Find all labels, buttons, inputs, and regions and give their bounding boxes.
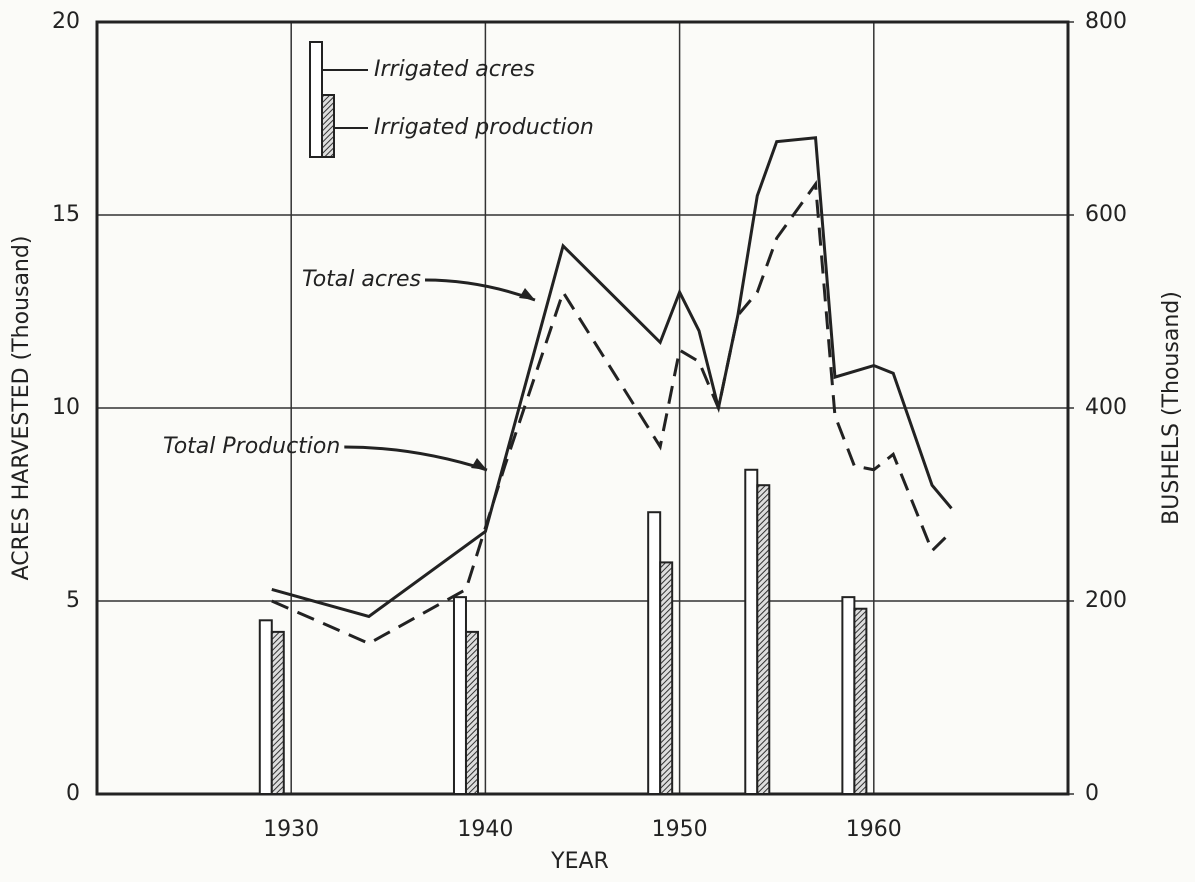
x-tick-label: 1950 bbox=[652, 817, 708, 842]
bar bbox=[452, 596, 467, 796]
y-tick-label: 10 bbox=[52, 395, 80, 420]
y-axis-label: ACRES HARVESTED (Thousand) bbox=[9, 236, 34, 581]
legend-swatch bbox=[309, 41, 323, 158]
line bbox=[271, 136, 953, 619]
bar bbox=[258, 619, 273, 795]
legend-swatch bbox=[321, 94, 335, 158]
plot-frame bbox=[95, 20, 1070, 796]
arrow-head bbox=[519, 288, 535, 300]
bar bbox=[270, 630, 285, 795]
legend-label: Irrigated production bbox=[374, 115, 594, 140]
line bbox=[271, 179, 953, 646]
y2-tick-label: 200 bbox=[1085, 588, 1127, 613]
bar bbox=[647, 511, 662, 795]
y2-tick-label: 600 bbox=[1085, 202, 1127, 227]
y-tick-label: 20 bbox=[52, 9, 80, 34]
bar bbox=[853, 607, 868, 795]
x-tick-label: 1940 bbox=[457, 817, 513, 842]
annotation-arrow bbox=[344, 445, 488, 472]
bar bbox=[744, 468, 759, 795]
legend-label: Irrigated acres bbox=[374, 57, 535, 82]
bar bbox=[659, 561, 674, 796]
x-tick-label: 1930 bbox=[263, 817, 319, 842]
arrow-head bbox=[471, 458, 487, 470]
annotation-arrow bbox=[425, 278, 536, 302]
y-tick-label: 5 bbox=[66, 588, 80, 613]
y2-tick-label: 400 bbox=[1085, 395, 1127, 420]
bar bbox=[756, 484, 771, 795]
y2-axis-label: BUSHELS (Thousand) bbox=[1159, 291, 1184, 525]
y2-tick-label: 0 bbox=[1085, 781, 1099, 806]
y-tick-label: 0 bbox=[66, 781, 80, 806]
y2-tick-label: 800 bbox=[1085, 9, 1127, 34]
y-tick-label: 15 bbox=[52, 202, 80, 227]
annotation: Total Production bbox=[163, 434, 340, 459]
x-axis-label: YEAR bbox=[550, 849, 609, 874]
bar bbox=[464, 630, 479, 795]
bar bbox=[841, 596, 856, 796]
x-tick-label: 1960 bbox=[846, 817, 902, 842]
annotation: Total acres bbox=[302, 267, 421, 292]
